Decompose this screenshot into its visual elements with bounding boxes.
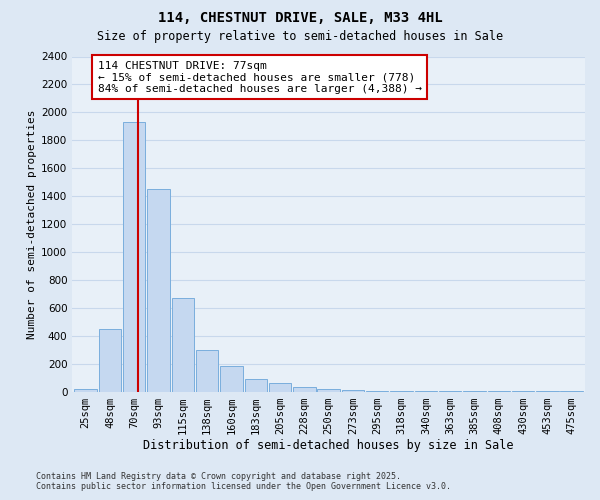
- Text: 114, CHESTNUT DRIVE, SALE, M33 4HL: 114, CHESTNUT DRIVE, SALE, M33 4HL: [158, 12, 442, 26]
- Bar: [391, 391, 413, 392]
- Y-axis label: Number of semi-detached properties: Number of semi-detached properties: [27, 110, 37, 339]
- Text: Size of property relative to semi-detached houses in Sale: Size of property relative to semi-detach…: [97, 30, 503, 43]
- Bar: [99, 329, 121, 392]
- Bar: [172, 298, 194, 392]
- Bar: [293, 386, 316, 392]
- Bar: [342, 390, 364, 392]
- Bar: [366, 391, 388, 392]
- Text: 114 CHESTNUT DRIVE: 77sqm
← 15% of semi-detached houses are smaller (778)
84% of: 114 CHESTNUT DRIVE: 77sqm ← 15% of semi-…: [98, 60, 422, 94]
- X-axis label: Distribution of semi-detached houses by size in Sale: Distribution of semi-detached houses by …: [143, 440, 514, 452]
- Bar: [196, 350, 218, 392]
- Bar: [317, 389, 340, 392]
- Bar: [220, 366, 242, 392]
- Bar: [269, 383, 291, 392]
- Bar: [74, 389, 97, 392]
- Bar: [148, 189, 170, 392]
- Text: Contains HM Land Registry data © Crown copyright and database right 2025.
Contai: Contains HM Land Registry data © Crown c…: [36, 472, 451, 491]
- Bar: [123, 122, 145, 392]
- Bar: [245, 379, 267, 392]
